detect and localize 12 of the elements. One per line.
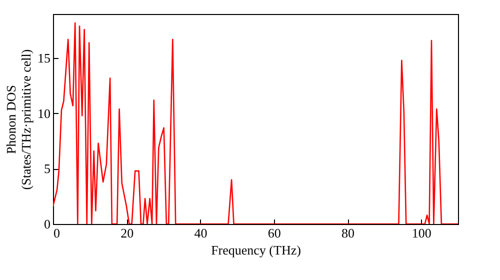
x-tick-label: 100 xyxy=(412,226,432,240)
x-tick-label: 20 xyxy=(120,226,134,240)
x-tick-label: 40 xyxy=(194,226,208,240)
x-tick-label: 80 xyxy=(342,226,355,240)
y-tick-label: 10 xyxy=(38,106,50,121)
y-tick-label: 15 xyxy=(38,50,50,66)
y-tick-label: 5 xyxy=(44,161,50,176)
line-series xyxy=(53,22,458,224)
x-tick-label: 0 xyxy=(54,226,60,240)
y-axis-title: Phonon DOS (States/THz·primitive cell) xyxy=(4,49,34,190)
x-axis-title: Frequency (THz) xyxy=(211,242,301,258)
x-tick-label: 60 xyxy=(268,226,281,240)
